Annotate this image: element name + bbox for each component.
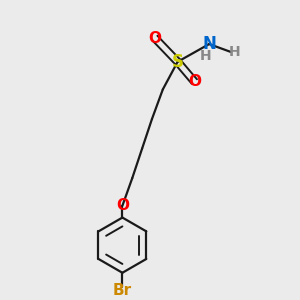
Text: H: H [200,49,211,63]
Text: S: S [172,53,184,71]
Text: N: N [202,35,216,53]
Text: O: O [116,198,129,213]
Text: Br: Br [113,283,132,298]
Text: H: H [229,45,241,59]
Text: O: O [148,31,161,46]
Text: O: O [188,74,201,89]
